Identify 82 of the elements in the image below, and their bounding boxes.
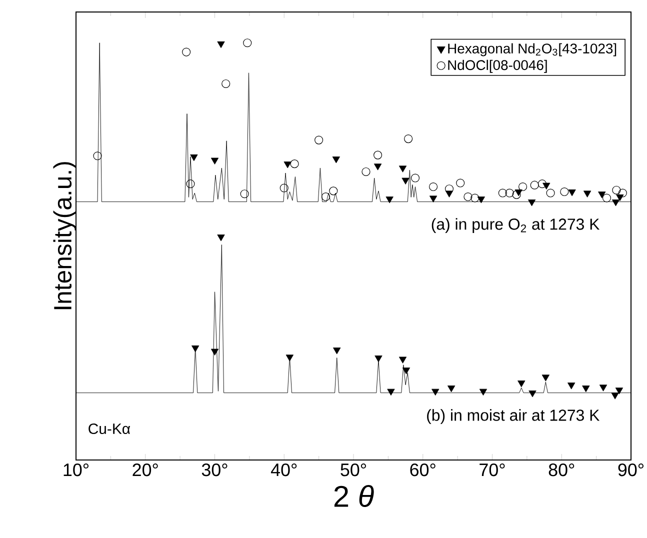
point bbox=[210, 348, 219, 356]
point bbox=[284, 162, 292, 168]
point bbox=[398, 166, 407, 172]
point bbox=[542, 374, 550, 382]
point bbox=[518, 182, 528, 192]
point bbox=[518, 380, 526, 388]
point bbox=[464, 192, 472, 202]
point bbox=[615, 388, 624, 394]
point bbox=[387, 388, 395, 396]
x-tick-label: 90° bbox=[618, 463, 644, 476]
point bbox=[479, 388, 488, 396]
point bbox=[217, 41, 225, 48]
series-label: (b) in moist air at 1273 K bbox=[427, 409, 600, 424]
point bbox=[243, 38, 252, 48]
x-tick-label: 60° bbox=[410, 463, 436, 476]
y-axis-title: Intensity(a.u.) bbox=[53, 162, 76, 310]
point bbox=[374, 150, 382, 160]
point bbox=[530, 180, 539, 190]
point bbox=[362, 167, 370, 176]
point bbox=[568, 189, 576, 196]
legend-label: NdOCl[08-0046] bbox=[448, 60, 547, 73]
point bbox=[599, 384, 608, 392]
point bbox=[568, 382, 576, 390]
annotation: Cu-Kα bbox=[88, 423, 130, 434]
x-tick-label: 20° bbox=[132, 463, 158, 476]
point bbox=[333, 348, 341, 354]
point bbox=[432, 388, 440, 396]
point bbox=[402, 178, 410, 184]
point bbox=[618, 188, 627, 198]
point bbox=[538, 180, 546, 188]
point bbox=[583, 190, 592, 198]
point bbox=[598, 192, 606, 198]
point bbox=[528, 199, 536, 206]
point bbox=[374, 355, 382, 362]
point bbox=[329, 186, 338, 196]
point bbox=[612, 186, 621, 194]
point bbox=[332, 156, 340, 164]
point bbox=[612, 199, 620, 206]
x-tick-label: 30° bbox=[202, 463, 228, 476]
point bbox=[611, 392, 619, 400]
legend-label: Hexagonal Nd$_{2}$O$_{3}$[43-1023] bbox=[448, 43, 616, 56]
x-axis-title: 2 θ bbox=[334, 485, 374, 507]
point bbox=[290, 160, 299, 168]
point bbox=[505, 188, 514, 198]
x-tick-label: 70° bbox=[480, 463, 505, 476]
x-tick-label: 50° bbox=[340, 463, 366, 476]
point bbox=[410, 174, 420, 182]
x-tick-label: 40° bbox=[270, 463, 297, 476]
series-label: (a) in pure O$_{2}$ at 1273 K bbox=[432, 218, 600, 233]
point bbox=[314, 136, 324, 144]
point bbox=[546, 188, 555, 198]
point bbox=[190, 154, 198, 162]
point bbox=[192, 345, 200, 352]
point bbox=[429, 196, 438, 202]
point bbox=[528, 390, 536, 398]
point bbox=[402, 368, 410, 374]
point bbox=[222, 79, 230, 88]
point bbox=[217, 234, 225, 242]
x-tick-label: 80° bbox=[548, 463, 574, 476]
point bbox=[186, 180, 195, 188]
point bbox=[321, 192, 330, 202]
point bbox=[404, 134, 413, 144]
point bbox=[286, 354, 294, 362]
point bbox=[93, 152, 102, 160]
point bbox=[210, 158, 219, 164]
point bbox=[512, 190, 521, 199]
point bbox=[182, 48, 191, 56]
point bbox=[448, 386, 456, 392]
point bbox=[582, 386, 590, 392]
point bbox=[240, 190, 249, 198]
point bbox=[498, 188, 507, 198]
point bbox=[477, 196, 485, 204]
point bbox=[398, 356, 407, 364]
point bbox=[602, 194, 612, 202]
x-tick-label: 10° bbox=[64, 463, 88, 476]
point bbox=[560, 187, 569, 196]
point bbox=[429, 182, 438, 192]
point bbox=[280, 184, 288, 192]
point bbox=[456, 178, 465, 188]
point bbox=[374, 164, 382, 170]
point bbox=[470, 194, 480, 202]
point bbox=[386, 196, 394, 204]
